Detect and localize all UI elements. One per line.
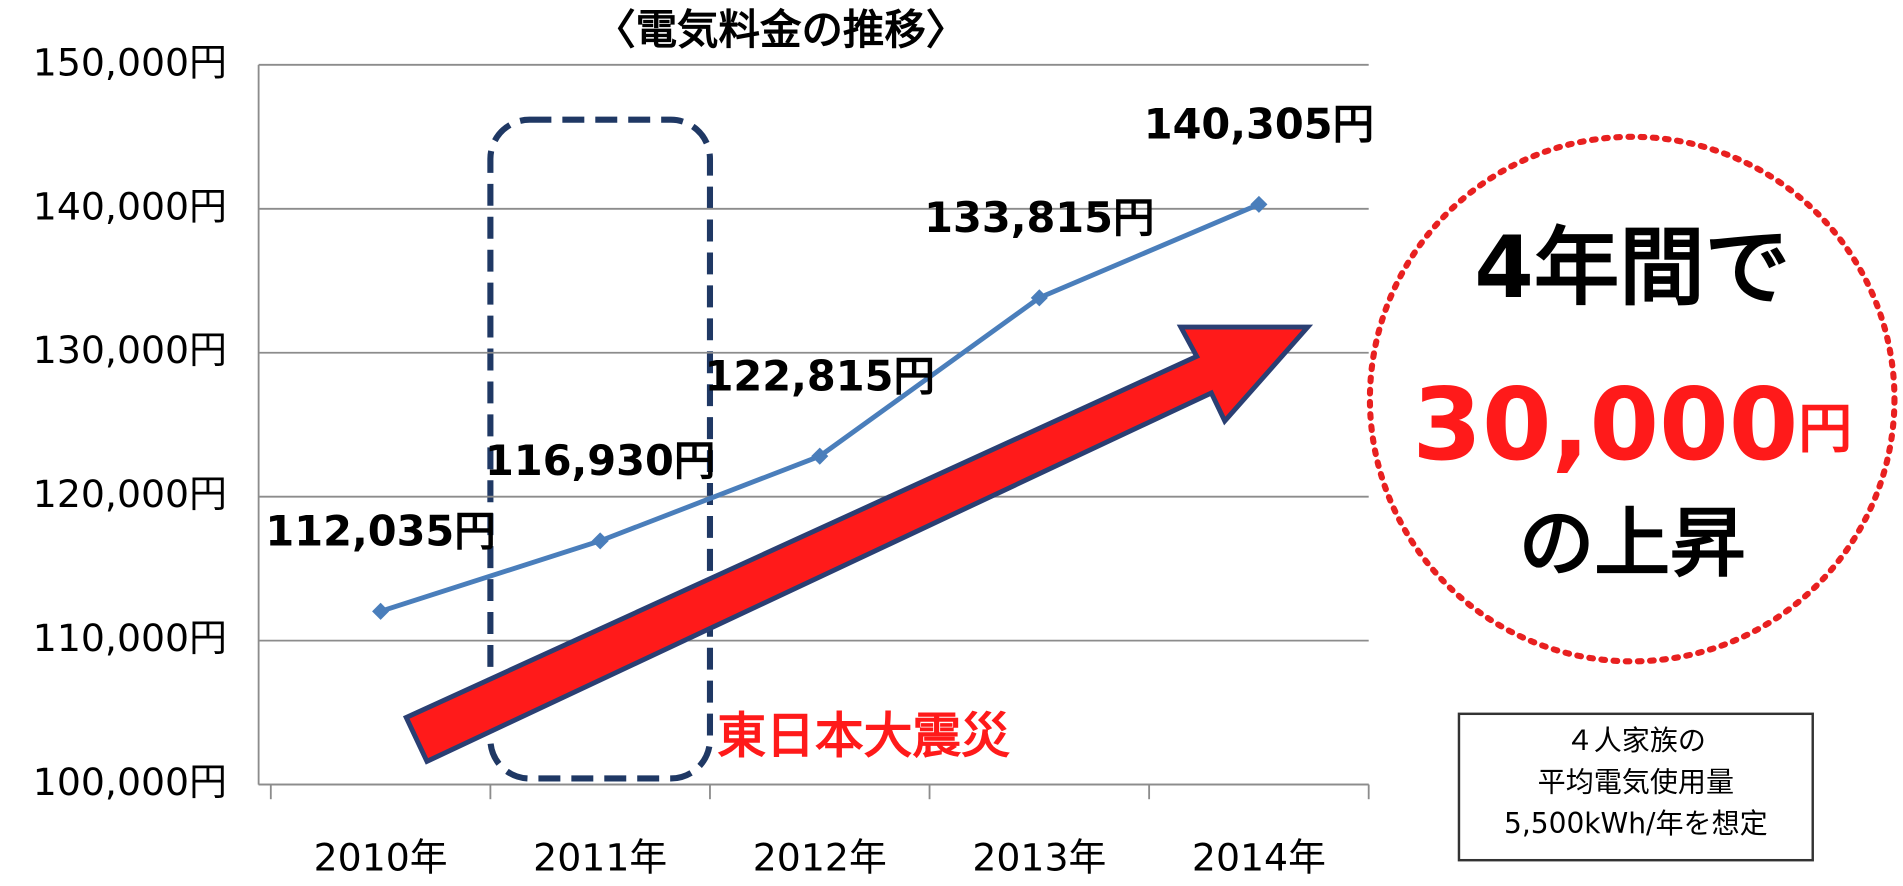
y-tick-label: 140,000円 bbox=[33, 184, 227, 228]
x-tick-label: 2013年 bbox=[972, 836, 1106, 880]
annotation: 東日本大震災 bbox=[717, 707, 1010, 764]
x-tick-label: 2011年 bbox=[533, 836, 667, 880]
highlight-frame bbox=[487, 116, 714, 782]
chart-title: 〈電気料金の推移〉 bbox=[594, 6, 967, 54]
x-tick-label: 2012年 bbox=[753, 836, 887, 880]
note-line: 平均電気使用量 bbox=[1538, 765, 1734, 798]
note-line: 5,500kWh/年を想定 bbox=[1504, 807, 1768, 840]
data-label: 112,035円 bbox=[265, 507, 495, 555]
note-line: ４人家族の bbox=[1566, 724, 1706, 757]
callout-unit: 円 bbox=[1798, 397, 1852, 460]
data-label: 122,815円 bbox=[705, 352, 935, 400]
callout-amount: 30,000円 bbox=[1412, 366, 1852, 483]
y-tick-label: 150,000円 bbox=[33, 40, 227, 84]
plot: 100,000円 110,000円 120,000円 130,000円 140,000円… bbox=[33, 40, 1374, 879]
data-label: 140,305円 bbox=[1144, 101, 1374, 149]
callout-circle bbox=[1366, 133, 1898, 665]
x-tick-label: 2014年 bbox=[1192, 836, 1326, 880]
marker bbox=[372, 602, 390, 620]
marker bbox=[591, 532, 609, 550]
callout-number: 30,000 bbox=[1412, 366, 1798, 483]
data-label: 116,930円 bbox=[485, 437, 715, 485]
trend-arrow bbox=[402, 324, 1314, 765]
note-box bbox=[1457, 712, 1814, 862]
callout-line3: の上昇 bbox=[1519, 500, 1746, 588]
marker bbox=[1250, 195, 1268, 213]
callout-line1: 4年間で bbox=[1474, 219, 1790, 318]
data-label: 133,815円 bbox=[924, 194, 1154, 242]
y-tick-label: 130,000円 bbox=[33, 328, 227, 372]
x-tick-label: 2010年 bbox=[314, 836, 448, 880]
y-tick-label: 120,000円 bbox=[33, 472, 227, 516]
y-tick-label: 100,000円 bbox=[33, 760, 227, 804]
y-tick-label: 110,000円 bbox=[33, 616, 227, 660]
